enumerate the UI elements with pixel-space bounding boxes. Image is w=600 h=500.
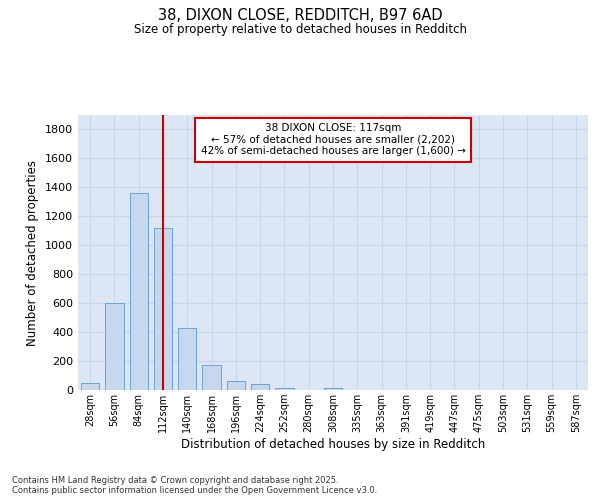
Bar [178, 328, 196, 390]
Bar [202, 366, 221, 390]
Bar [106, 303, 124, 390]
Bar [81, 383, 99, 390]
Bar [324, 388, 342, 390]
Text: 38 DIXON CLOSE: 117sqm
← 57% of detached houses are smaller (2,202)
42% of semi-: 38 DIXON CLOSE: 117sqm ← 57% of detached… [200, 123, 466, 156]
X-axis label: Distribution of detached houses by size in Redditch: Distribution of detached houses by size … [181, 438, 485, 451]
Bar [130, 193, 148, 390]
Bar [154, 228, 172, 390]
Text: 38, DIXON CLOSE, REDDITCH, B97 6AD: 38, DIXON CLOSE, REDDITCH, B97 6AD [158, 8, 442, 22]
Text: Size of property relative to detached houses in Redditch: Size of property relative to detached ho… [133, 22, 467, 36]
Bar [251, 384, 269, 390]
Y-axis label: Number of detached properties: Number of detached properties [26, 160, 40, 346]
Text: Contains HM Land Registry data © Crown copyright and database right 2025.
Contai: Contains HM Land Registry data © Crown c… [12, 476, 377, 495]
Bar [275, 388, 293, 390]
Bar [227, 380, 245, 390]
